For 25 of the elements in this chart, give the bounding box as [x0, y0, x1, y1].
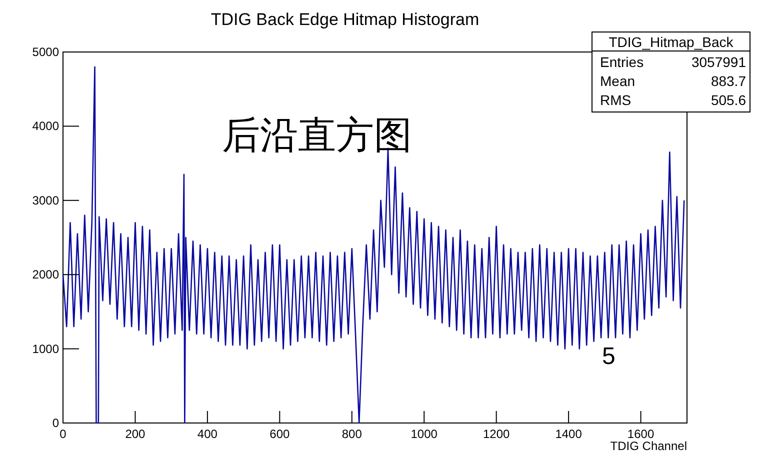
annotation: Entries: [600, 54, 644, 70]
x-tick-label: 1200: [482, 427, 510, 441]
annotation: 后沿直方图: [222, 113, 412, 157]
y-tick-label: 4000: [32, 119, 60, 134]
chart-title: TDIG Back Edge Hitmap Histogram: [210, 10, 480, 29]
x-tick-label: 800: [342, 427, 362, 441]
x-axis-title: TDIG Channel: [610, 439, 687, 453]
text: 883.7: [710, 73, 746, 89]
y-tick-label: 5000: [32, 45, 60, 59]
x-tick-label: 1000: [410, 427, 438, 441]
x-tick-label: 400: [197, 427, 218, 441]
text: 3057991: [691, 54, 746, 70]
text: 505.6: [710, 92, 746, 108]
y-tick-label: 3000: [32, 193, 60, 208]
x-tick-label: 1600: [627, 427, 654, 441]
annotation: Mean: [600, 73, 636, 89]
y-tick-label: 2000: [32, 268, 60, 282]
text: TDIG_Hitmap_Back: [608, 34, 734, 50]
x-tick-label: 1400: [555, 427, 582, 441]
x-tick-label: 600: [270, 427, 290, 441]
y-tick-label: 1000: [32, 342, 60, 356]
annotation: RMS: [600, 92, 632, 108]
annotation: 5: [602, 343, 616, 370]
y-tick-label: 0: [52, 416, 60, 430]
x-tick-label: 200: [125, 427, 146, 441]
